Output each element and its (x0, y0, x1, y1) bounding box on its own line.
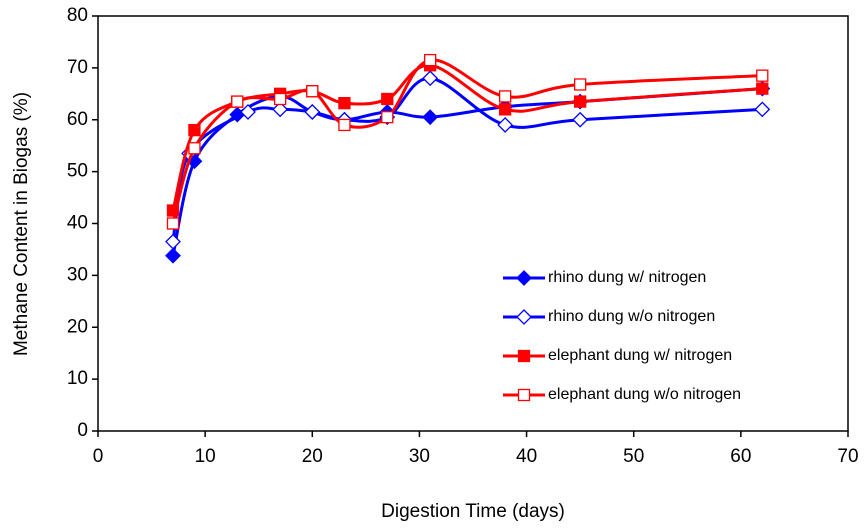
marker (756, 82, 769, 95)
legend-label: rhino dung w/o nitrogen (548, 308, 715, 325)
legend-label: rhino dung w/ nitrogen (548, 269, 706, 286)
y-tick-label: 10 (67, 368, 88, 389)
marker (304, 104, 321, 120)
marker (422, 70, 439, 87)
x-tick-label: 30 (409, 446, 430, 467)
x-tick-label: 0 (93, 446, 104, 467)
series-line (171, 76, 763, 242)
x-tick-label: 40 (516, 446, 537, 467)
marker (381, 111, 394, 124)
y-tick-label: 30 (67, 264, 88, 285)
x-tick-label: 60 (730, 446, 751, 467)
marker (188, 142, 201, 155)
y-tick-label: 0 (77, 420, 88, 441)
marker (754, 101, 771, 118)
y-tick-label: 20 (67, 316, 88, 337)
marker (497, 117, 514, 133)
x-tick-label: 20 (302, 446, 323, 467)
marker (272, 101, 289, 118)
x-tick-label: 70 (837, 446, 858, 467)
legend-label: elephant dung w/ nitrogen (548, 347, 732, 364)
marker (573, 95, 587, 108)
marker (306, 85, 319, 98)
x-tick-label: 50 (623, 446, 644, 467)
marker (498, 103, 512, 116)
marker (756, 69, 769, 82)
marker (231, 95, 244, 108)
legend-label: elephant dung w/o nitrogen (548, 386, 741, 403)
marker (165, 233, 181, 250)
marker (573, 78, 587, 91)
marker (166, 204, 180, 217)
series-line (171, 58, 763, 224)
y-tick-label: 60 (67, 109, 88, 130)
legend: rhino dung w/ nitrogen rhino dung w/o nit… (503, 269, 741, 403)
marker (338, 118, 351, 132)
y-axis-title: Methane Content in Biogas (%) (11, 92, 32, 356)
x-tick-label: 10 (195, 446, 216, 467)
legend-marker (516, 309, 532, 325)
legend-marker (517, 388, 531, 402)
marker (240, 104, 256, 120)
legend-marker (517, 349, 531, 363)
series-line (171, 63, 763, 211)
y-tick-label: 70 (67, 57, 88, 78)
marker (273, 92, 287, 106)
marker (338, 97, 351, 110)
marker (423, 53, 437, 67)
marker (188, 123, 201, 137)
y-tick-label: 80 (67, 5, 88, 26)
marker (381, 92, 394, 106)
marker (572, 111, 589, 128)
marker (422, 109, 439, 126)
marker (498, 90, 512, 103)
legend-marker (516, 270, 532, 286)
marker (165, 247, 181, 264)
y-tick-label: 50 (67, 161, 88, 182)
marker (166, 217, 180, 230)
y-tick-label: 40 (67, 213, 88, 234)
x-axis-title: Digestion Time (days) (381, 501, 565, 522)
